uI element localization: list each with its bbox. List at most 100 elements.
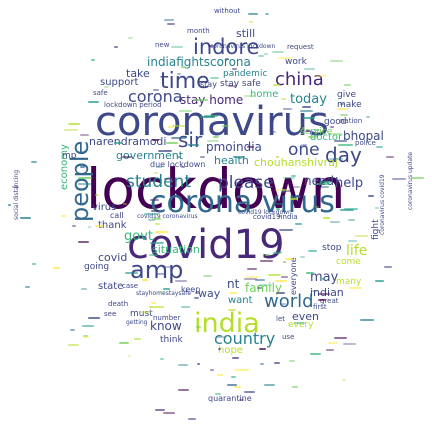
cloud-speck: [172, 125, 185, 127]
cloud-speck: [302, 116, 316, 119]
cloud-speck: [144, 213, 158, 216]
cloud-speck: [305, 271, 315, 274]
word-country: country: [214, 329, 276, 348]
cloud-speck: [167, 125, 173, 128]
cloud-speck: [246, 276, 261, 279]
cloud-speck: [166, 23, 176, 26]
word-family: family: [245, 281, 283, 295]
word-life: life: [346, 243, 368, 259]
cloud-speck: [295, 223, 303, 226]
cloud-speck: [200, 116, 216, 119]
word-covid19-lockdown: covid19 lockdown: [238, 209, 292, 216]
cloud-speck: [209, 368, 215, 371]
word-corona: corona: [128, 87, 183, 106]
cloud-speck: [127, 37, 133, 40]
cloud-speck: [127, 354, 131, 357]
cloud-speck: [181, 305, 191, 308]
cloud-speck: [228, 85, 238, 88]
cloud-speck: [25, 285, 31, 288]
cloud-speck: [374, 206, 380, 209]
cloud-speck: [94, 224, 104, 227]
word-stay: stay: [200, 80, 217, 89]
cloud-speck: [300, 109, 313, 112]
cloud-speck: [348, 287, 362, 290]
cloud-speck: [177, 156, 181, 159]
word-coronavirus-covid19: coronavirus covid19: [379, 174, 386, 235]
cloud-speck: [271, 50, 285, 53]
word-know: know: [150, 319, 182, 333]
word-take: take: [126, 67, 150, 80]
cloud-speck: [247, 146, 254, 148]
cloud-speck: [141, 310, 153, 313]
cloud-speck: [319, 181, 332, 184]
cloud-speck: [257, 55, 264, 58]
cloud-speck: [308, 250, 318, 253]
word-work: work: [285, 57, 307, 67]
cloud-speck: [259, 362, 265, 365]
cloud-speck: [273, 83, 280, 86]
cloud-speck: [375, 279, 384, 282]
cloud-speck: [316, 182, 330, 185]
word-make: make: [337, 100, 362, 110]
cloud-speck: [302, 127, 306, 130]
cloud-speck: [155, 408, 166, 411]
cloud-speck: [163, 288, 171, 291]
word-student: student: [126, 172, 191, 192]
cloud-speck: [288, 359, 296, 362]
word-day: day: [325, 143, 362, 167]
cloud-speck: [257, 287, 263, 290]
word-way: way: [198, 287, 221, 300]
cloud-speck: [386, 155, 394, 158]
word-nt: nt: [227, 277, 240, 291]
cloud-speck: [68, 122, 80, 125]
cloud-speck: [281, 303, 287, 306]
cloud-speck: [8, 203, 12, 206]
word-time: time: [160, 69, 210, 94]
cloud-speck: [275, 291, 285, 294]
word-good: good: [324, 117, 347, 127]
word-let: let: [276, 315, 285, 323]
cloud-speck: [333, 139, 347, 142]
cloud-speck: [221, 124, 229, 127]
word-virus: virus: [92, 202, 117, 213]
cloud-speck: [151, 302, 156, 305]
cloud-speck: [230, 292, 237, 295]
word-thank: thank: [98, 220, 127, 231]
cloud-speck: [258, 283, 272, 286]
cloud-speck: [289, 198, 299, 201]
cloud-speck: [303, 68, 315, 70]
cloud-speck: [329, 221, 340, 223]
cloud-speck: [281, 276, 288, 278]
cloud-speck: [151, 210, 159, 213]
word-month: month: [187, 27, 210, 35]
cloud-speck: [321, 278, 325, 281]
word-first: first: [313, 303, 327, 311]
word-sir: sir: [178, 128, 203, 152]
cloud-speck: [235, 369, 249, 371]
cloud-speck: [359, 319, 374, 322]
cloud-speck: [32, 262, 37, 265]
cloud-speck: [196, 363, 200, 366]
word-indiafightscorona: indiafightscorona: [147, 55, 251, 69]
cloud-speck: [343, 84, 352, 87]
cloud-speck: [217, 348, 222, 351]
cloud-speck: [20, 217, 32, 220]
cloud-speck: [80, 165, 85, 168]
word-govt: govt: [124, 229, 153, 244]
cloud-speck: [148, 253, 159, 256]
cloud-speck: [114, 46, 119, 49]
cloud-speck: [342, 342, 357, 345]
cloud-speck: [215, 336, 225, 339]
word-new: new: [155, 41, 170, 49]
cloud-speck: [224, 58, 230, 61]
cloud-speck: [165, 142, 179, 145]
word-without: without: [214, 7, 241, 15]
cloud-speck: [411, 176, 425, 179]
cloud-speck: [79, 133, 89, 136]
word-state: state: [98, 281, 124, 292]
cloud-speck: [163, 18, 175, 21]
cloud-speck: [293, 186, 300, 189]
word-must: must: [130, 309, 153, 319]
cloud-speck: [72, 224, 77, 227]
cloud-speck: [180, 65, 187, 68]
